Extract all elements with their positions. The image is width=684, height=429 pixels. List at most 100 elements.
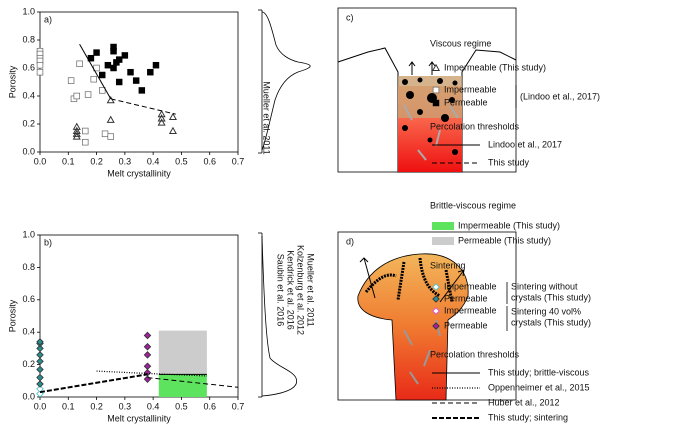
legend-label: This study	[488, 157, 530, 167]
legend-heading: Percolation thresholds	[430, 121, 520, 131]
x-tick-label: 0.0	[34, 401, 47, 411]
diamond-marker	[143, 362, 152, 370]
square-marker	[152, 61, 160, 69]
x-axis-label: Melt crystallinity	[107, 168, 171, 178]
x-tick-label: 0.7	[232, 156, 245, 166]
illustration-c: c)	[337, 7, 517, 173]
y-tick-label: 0.0	[22, 391, 35, 401]
distribution-top: Mueller et al. 2011	[258, 9, 311, 155]
region	[158, 374, 207, 397]
x-tick-label: 0.6	[203, 401, 216, 411]
y-tick-label: 0.4	[22, 327, 35, 337]
legend-note: Sintering 40 vol%	[511, 306, 581, 316]
legend-label: Permeable	[444, 293, 488, 303]
square-marker	[67, 77, 75, 84]
x-tick-label: 0.2	[90, 401, 103, 411]
square-marker	[76, 60, 83, 68]
triangle-marker	[168, 126, 177, 135]
square-marker	[147, 68, 154, 76]
square-marker	[104, 61, 112, 69]
legend-heading: Viscous regime	[430, 38, 491, 48]
x-axis-label: Melt crystallinity	[107, 413, 171, 423]
y-tick-label: 0.8	[22, 34, 35, 44]
panel-label: c)	[346, 12, 354, 22]
x-tick-label: 0.3	[119, 156, 132, 166]
region	[158, 330, 207, 375]
panel-label: a)	[44, 14, 52, 24]
diamond-marker	[36, 344, 44, 353]
threshold-line	[110, 98, 176, 115]
legend-label: This study; brittle-viscous	[488, 367, 590, 377]
square-marker	[115, 56, 123, 63]
y-tick-label: 0.2	[22, 359, 35, 369]
x-tick-label: 0.1	[62, 401, 75, 411]
x-tick-label: 0.4	[147, 401, 160, 411]
illustration-d: d)	[337, 231, 517, 401]
x-tick-label: 0.2	[90, 156, 103, 166]
square-marker	[110, 47, 117, 55]
legend-marker	[432, 99, 440, 107]
legend-swatch	[432, 237, 454, 245]
square-marker	[82, 138, 89, 146]
legend-marker	[431, 63, 441, 72]
diamond-marker	[36, 338, 44, 346]
plot-frame	[39, 11, 239, 153]
legend-note: crystals (This study)	[511, 292, 591, 302]
diamond-marker	[36, 351, 44, 359]
x-tick-label: 0.6	[203, 156, 216, 166]
legend-label: Impermeable	[444, 305, 497, 315]
square-marker	[84, 91, 92, 98]
diamond-marker	[36, 357, 44, 366]
triangle-marker	[72, 132, 81, 140]
legend-label: Permeable (This study)	[458, 235, 551, 245]
legend-marker	[432, 283, 440, 291]
y-tick-label: 0.6	[22, 62, 35, 72]
triangle-marker	[72, 129, 81, 137]
legend-label: Impermeable	[444, 84, 497, 94]
threshold-line	[96, 370, 207, 377]
triangle-marker	[106, 95, 115, 104]
distribution-bottom: Mueller et al. 2011 Kolzenburg et al. 20…	[258, 232, 316, 398]
diamond-marker	[143, 351, 152, 359]
legend-label: Permeable	[444, 97, 488, 107]
y-tick-label: 0.4	[22, 90, 35, 100]
legend-label: Impermeable	[444, 281, 497, 291]
legend-label: Impermeable (This study)	[458, 220, 560, 230]
diamond-marker	[143, 331, 152, 340]
square-marker	[127, 68, 134, 76]
y-axis-label: Porosity	[7, 65, 17, 98]
legend-marker	[432, 322, 440, 330]
x-tick-label: 0.5	[175, 401, 188, 411]
square-marker	[110, 64, 117, 72]
x-tick-label: 0.0	[34, 156, 47, 166]
diamond-marker	[36, 373, 44, 382]
diamond-marker	[36, 365, 44, 374]
legend-heading: Sintering	[430, 260, 466, 270]
square-marker	[121, 52, 129, 59]
y-tick-label: 1.0	[22, 229, 35, 239]
distribution-label: Kendrick et al. 2016	[286, 250, 296, 330]
legend-heading: Brittle-viscous regime	[430, 200, 516, 210]
square-marker	[36, 61, 44, 69]
legend-note: (Lindoo et al., 2017)	[520, 91, 600, 101]
square-marker	[107, 133, 114, 140]
diamond-marker	[143, 375, 152, 383]
triangle-marker	[72, 122, 81, 130]
panel-label: b)	[44, 237, 52, 247]
y-axis-label: Porosity	[7, 299, 17, 332]
triangle-marker	[157, 118, 166, 126]
x-tick-label: 0.3	[119, 401, 132, 411]
square-marker	[82, 127, 89, 135]
y-tick-label: 1.0	[22, 6, 35, 16]
legend-note: crystals (This study)	[511, 317, 591, 327]
x-tick-label: 0.5	[175, 156, 188, 166]
x-tick-label: 0.4	[147, 156, 160, 166]
legend-note: Sintering without	[511, 281, 578, 291]
square-marker	[36, 68, 44, 76]
panel-label: d)	[346, 236, 354, 246]
x-tick-label: 0.1	[62, 156, 75, 166]
legend-marker	[432, 86, 440, 94]
diamond-marker	[143, 343, 152, 351]
square-marker	[93, 49, 100, 56]
